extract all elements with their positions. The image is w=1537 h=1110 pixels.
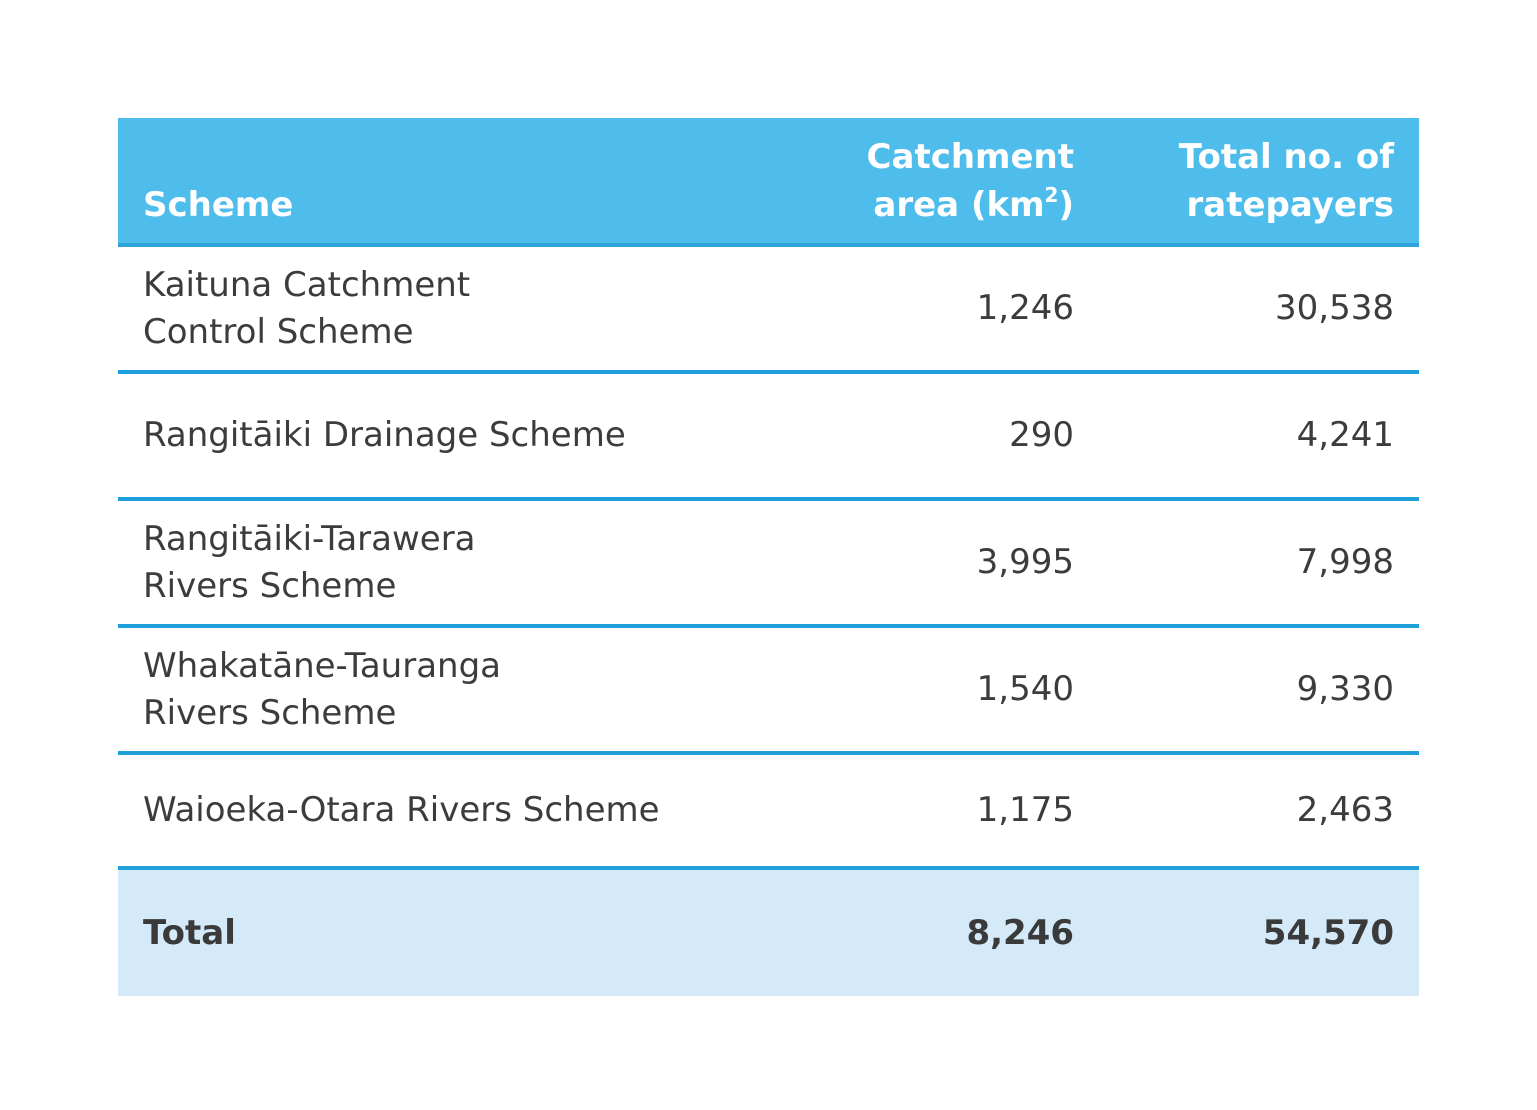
total-label: Total (143, 912, 236, 953)
table-row: Rangitāiki-Tarawera Rivers Scheme 3,995 … (118, 501, 1419, 628)
scheme-name-line1: Rangitāiki Drainage Scheme (143, 415, 626, 455)
header-area-line1: Catchment (866, 137, 1074, 177)
scheme-cell: Whakatāne-Tauranga Rivers Scheme (118, 643, 778, 737)
catchment-table: Scheme Catchment area (km2) Total no. of… (118, 118, 1419, 996)
scheme-cell: Waioeka-Otara Rivers Scheme (118, 787, 778, 834)
scheme-name-line1: Kaituna Catchment (143, 264, 471, 305)
header-rate-line1: Total no. of (1178, 137, 1394, 177)
header-area-superscript: 2 (1044, 183, 1059, 207)
table-row: Kaituna Catchment Control Scheme 1,246 3… (118, 247, 1419, 374)
total-area: 8,246 (966, 912, 1074, 953)
header-catchment-area: Catchment area (km2) (778, 133, 1074, 229)
scheme-name-line1: Whakatāne-Tauranga (143, 645, 502, 686)
scheme-cell: Kaituna Catchment Control Scheme (118, 262, 778, 356)
area-cell: 3,995 (976, 542, 1074, 582)
area-cell: 1,246 (976, 288, 1074, 328)
ratepayers-cell: 30,538 (1275, 288, 1394, 328)
scheme-cell: Rangitāiki Drainage Scheme (118, 412, 778, 459)
header-rate-line2: ratepayers (1186, 185, 1395, 225)
header-area-suffix: ) (1058, 185, 1074, 225)
table-row: Rangitāiki Drainage Scheme 290 4,241 (118, 374, 1419, 501)
ratepayers-cell: 9,330 (1296, 669, 1394, 709)
header-scheme-label: Scheme (143, 185, 294, 225)
header-scheme: Scheme (118, 181, 778, 229)
table-row: Waioeka-Otara Rivers Scheme 1,175 2,463 (118, 755, 1419, 870)
area-cell: 290 (1009, 415, 1074, 455)
table-header-row: Scheme Catchment area (km2) Total no. of… (118, 118, 1419, 247)
scheme-name-line1: Waioeka-Otara Rivers Scheme (143, 790, 660, 830)
ratepayers-cell: 7,998 (1296, 542, 1394, 582)
area-cell: 1,175 (976, 790, 1074, 830)
scheme-name-line2: Rivers Scheme (143, 692, 397, 733)
header-ratepayers: Total no. of ratepayers (1074, 133, 1394, 229)
area-cell: 1,540 (976, 669, 1074, 709)
scheme-name-line2: Rivers Scheme (143, 565, 397, 606)
total-ratepayers: 54,570 (1262, 912, 1394, 953)
header-area-prefix: area (km (873, 185, 1045, 225)
scheme-name-line2: Control Scheme (143, 311, 414, 352)
ratepayers-cell: 2,463 (1296, 790, 1394, 830)
scheme-name-line1: Rangitāiki-Tarawera (143, 518, 476, 559)
table-row: Whakatāne-Tauranga Rivers Scheme 1,540 9… (118, 628, 1419, 755)
scheme-cell: Rangitāiki-Tarawera Rivers Scheme (118, 516, 778, 610)
ratepayers-cell: 4,241 (1296, 415, 1394, 455)
total-row: Total 8,246 54,570 (118, 870, 1419, 996)
header-area-line2: area (km2) (778, 181, 1074, 229)
